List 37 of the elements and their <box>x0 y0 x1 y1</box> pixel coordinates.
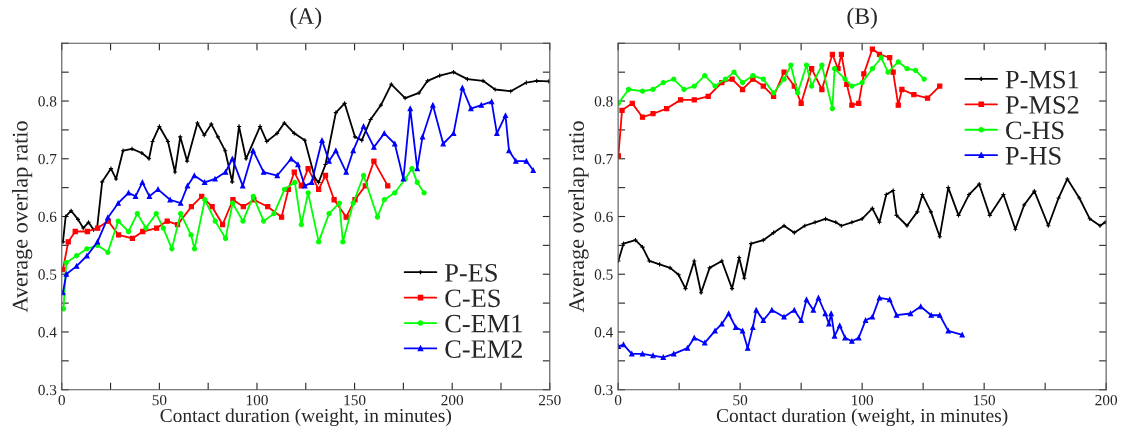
x-tick-label: 200 <box>441 395 464 406</box>
x-tick-label: 200 <box>1095 395 1118 406</box>
y-tick-label: 0.3 <box>594 384 613 396</box>
x-tick-label: 250 <box>539 395 561 406</box>
y-axis-title: Average overlap ratio <box>568 121 589 313</box>
legend-label: P-MS2 <box>1005 96 1079 114</box>
x-tick-label: 150 <box>344 395 366 406</box>
y-axis-title: Average overlap ratio <box>12 121 33 313</box>
x-tick-label: 100 <box>246 395 268 406</box>
legend-label: P-ES <box>445 263 497 282</box>
legend-label: C-EM1 <box>445 314 522 333</box>
y-tick-label: 0.8 <box>594 96 613 107</box>
legend-label: P-HS <box>1005 146 1061 165</box>
y-tick-label: 0.6 <box>594 211 613 223</box>
y-tick-label: 0.7 <box>38 153 57 165</box>
x-axis-title: Contact duration (weight, in minutes) <box>160 408 451 427</box>
x-tick-label: 150 <box>974 395 996 406</box>
chart-title: (A) <box>290 7 322 29</box>
y-tick-label: 0.4 <box>38 327 57 338</box>
legend-label: C-EM2 <box>445 340 522 358</box>
x-tick-label: 100 <box>852 395 874 406</box>
y-tick-label: 0.5 <box>594 269 613 280</box>
x-axis-title: Contact duration (weight, in minutes) <box>716 408 1008 427</box>
y-tick-label: 0.8 <box>38 96 57 107</box>
x-tick-label: 0 <box>58 395 65 406</box>
x-tick-label: 50 <box>152 395 167 406</box>
x-tick-label: 50 <box>733 395 748 406</box>
chart-title: (B) <box>847 7 877 29</box>
legend-label: C-ES <box>445 289 500 308</box>
legend-label: P-MS1 <box>1005 70 1079 89</box>
legend-label: C-HS <box>1006 121 1064 140</box>
y-tick-label: 0.5 <box>38 269 57 280</box>
y-tick-label: 0.7 <box>594 153 613 165</box>
y-tick-label: 0.3 <box>38 384 57 396</box>
y-tick-label: 0.4 <box>594 327 614 338</box>
y-tick-label: 0.6 <box>38 211 57 223</box>
x-tick-label: 0 <box>614 395 622 406</box>
